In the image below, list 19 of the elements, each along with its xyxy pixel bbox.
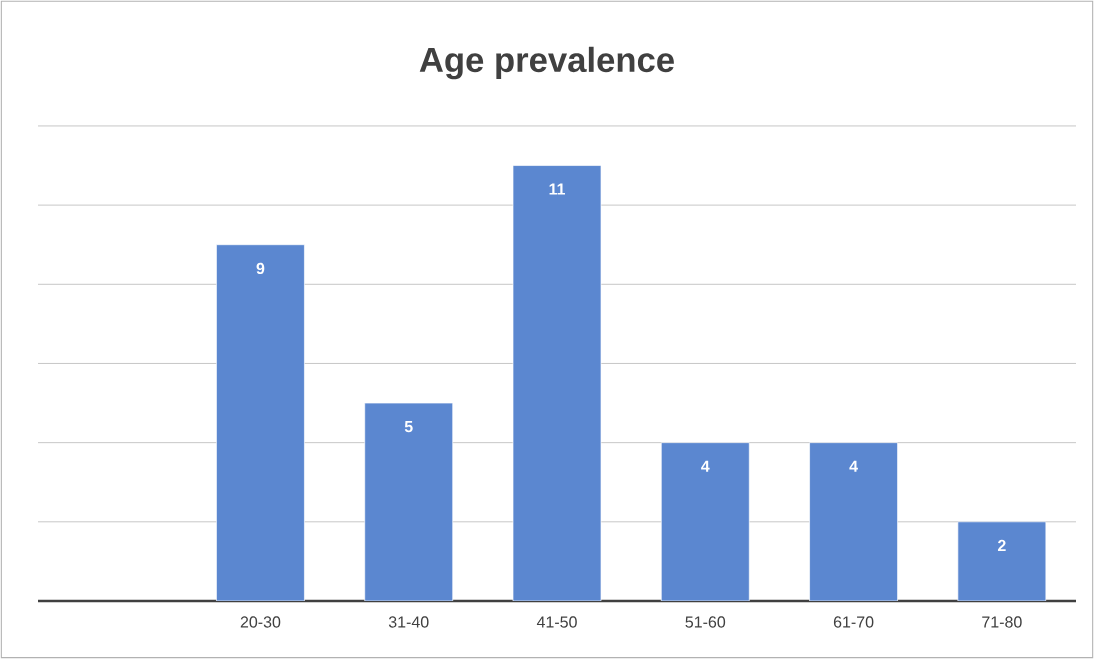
data-label: 4 — [701, 460, 710, 472]
data-label: 2 — [997, 539, 1006, 552]
bar — [364, 402, 454, 601]
bar — [660, 442, 750, 601]
bar — [512, 165, 602, 601]
bar — [216, 244, 305, 601]
data-label: 11 — [549, 183, 566, 195]
data-label: 9 — [256, 262, 265, 275]
x-tick-label: 20-30 — [240, 616, 281, 628]
x-tick-label: 71-80 — [982, 616, 1022, 628]
x-tick-label: 31-40 — [388, 616, 429, 628]
data-label: 5 — [404, 421, 413, 433]
x-tick-label: 41-50 — [536, 616, 577, 628]
bar — [809, 442, 898, 601]
chart-title: Age prevalence — [419, 46, 674, 80]
bar — [957, 521, 1047, 601]
x-tick-label: 51-60 — [685, 616, 726, 628]
data-label: 4 — [849, 460, 858, 472]
x-tick-label: 61-70 — [833, 616, 874, 628]
